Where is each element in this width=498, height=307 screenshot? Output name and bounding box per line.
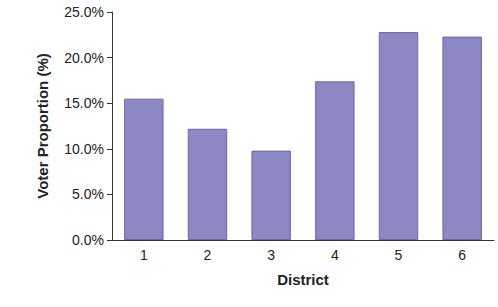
svg-text:10.0%: 10.0% (64, 141, 104, 157)
svg-text:District: District (277, 271, 329, 288)
svg-text:5: 5 (395, 247, 403, 263)
svg-text:15.0%: 15.0% (64, 95, 104, 111)
svg-text:1: 1 (140, 247, 148, 263)
svg-text:0.0%: 0.0% (72, 232, 104, 248)
svg-text:5.0%: 5.0% (72, 186, 104, 202)
svg-text:Voter Proportion (%): Voter Proportion (%) (34, 53, 51, 199)
svg-text:20.0%: 20.0% (64, 50, 104, 66)
svg-text:25.0%: 25.0% (64, 4, 104, 20)
svg-text:2: 2 (204, 247, 212, 263)
svg-text:4: 4 (331, 247, 339, 263)
svg-text:6: 6 (458, 247, 466, 263)
svg-text:3: 3 (267, 247, 275, 263)
